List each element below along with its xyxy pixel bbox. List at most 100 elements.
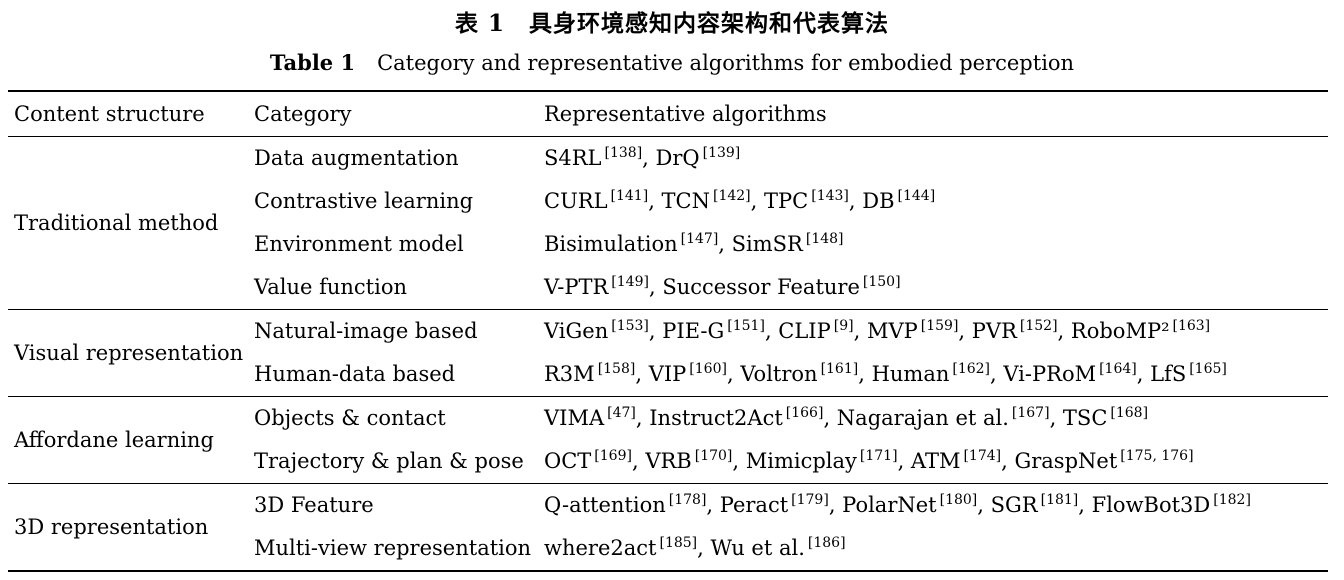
algorithm-name: Mimicplay xyxy=(745,449,857,473)
category-cell: Value function xyxy=(254,275,408,299)
citation-ref: [142] xyxy=(713,188,751,204)
citation-ref: [160] xyxy=(689,361,727,377)
content-structure-cell: Affordane learning xyxy=(14,427,214,452)
algorithm-entry: GraspNet [175, 176] xyxy=(1014,449,1193,473)
algorithm-entry: SimSR [148] xyxy=(732,232,844,256)
algorithm-entry: Q-attention [178] xyxy=(544,493,706,517)
table-group: Affordane learning Objects & contact VIMA[… xyxy=(8,397,1328,484)
algorithm-entry: VIMA [47] xyxy=(544,406,636,430)
algorithm-entry: DrQ [139] xyxy=(656,146,741,170)
citation-ref: [179] xyxy=(791,492,829,508)
citation-ref: [144] xyxy=(897,188,936,204)
algorithm-entry: MVP [159] xyxy=(867,319,958,343)
algorithm-name: VIMA xyxy=(544,406,605,430)
table-number-cn: 表 1 xyxy=(454,10,505,37)
category-cell: Trajectory & plan & pose xyxy=(254,449,524,473)
algorithm-entry: V-PTR [149] xyxy=(544,275,649,299)
citation-ref: [166] xyxy=(785,405,824,421)
citation-ref: [182] xyxy=(1213,492,1251,508)
table-row: 3D representation 3D Feature Q-attention [1… xyxy=(8,484,1328,537)
algorithm-name: FlowBot3D xyxy=(1091,493,1211,517)
citation-ref: [9] xyxy=(833,318,854,334)
table-row: Traditional method Data augmentation S4RL[… xyxy=(8,137,1328,233)
algorithm-entry: SGR [181] xyxy=(991,493,1079,517)
citation-ref: [47] xyxy=(607,405,636,421)
algorithm-entry: ViGen [153] xyxy=(544,319,649,343)
algorithms-cell: S4RL [138], DrQ [139] xyxy=(544,145,741,170)
category-cell: Data augmentation xyxy=(254,146,459,170)
algorithm-name: DB xyxy=(862,189,895,213)
table-group: 3D representation 3D Feature Q-attention [1… xyxy=(8,484,1328,571)
algorithm-name: Bisimulation xyxy=(544,232,678,256)
algorithm-name: CURL xyxy=(544,189,608,213)
citation-ref: [141] xyxy=(610,188,649,204)
algorithm-name: Nagarajan et al. xyxy=(836,406,1009,430)
algorithm-name: TSC xyxy=(1062,406,1108,430)
algorithm-entry: Wu et al. [186] xyxy=(711,536,846,560)
algorithm-name: Human xyxy=(871,362,950,386)
algorithms-cell: V-PTR [149], Successor Feature [150] xyxy=(544,274,901,299)
algorithm-name: TPC xyxy=(764,189,809,213)
algorithm-entry: VIP [160] xyxy=(649,362,727,386)
citation-ref: [147] xyxy=(680,231,719,247)
algorithms-cell: VIMA [47], Instruct2Act [166], Nagarajan e… xyxy=(544,405,1149,430)
algorithm-entry: Successor Feature [150] xyxy=(662,275,900,299)
algorithm-entry: VRB [170] xyxy=(645,449,732,473)
algorithm-name: VIP xyxy=(648,362,687,386)
algorithm-entry: PIE-G [151] xyxy=(662,319,765,343)
algorithm-name: Successor Feature xyxy=(662,275,860,299)
algorithm-name: Peract xyxy=(719,493,789,517)
algorithms-cell: Q-attention [178], Peract [179], PolarNet[… xyxy=(544,492,1251,517)
citation-ref: [170] xyxy=(694,448,733,464)
algorithm-name: R3M xyxy=(544,362,595,386)
header-row: Content structure Category Representativ… xyxy=(8,91,1328,137)
algorithm-name: MVP xyxy=(866,319,918,343)
algorithms-cell: Bisimulation [147], SimSR [148] xyxy=(544,231,844,256)
citation-ref: [150] xyxy=(862,274,901,290)
algorithm-name: PVR xyxy=(971,319,1017,343)
algorithm-name: LfS xyxy=(1150,362,1187,386)
algorithm-name: TCN xyxy=(661,189,710,213)
citation-ref: [174] xyxy=(963,448,1002,464)
citation-ref: [162] xyxy=(952,361,991,377)
algorithm-name: PolarNet xyxy=(842,493,937,517)
algorithm-name: where2act xyxy=(544,536,657,560)
algorithm-name: ATM xyxy=(910,449,961,473)
algorithm-name: SimSR xyxy=(731,232,803,256)
citation-ref: [186] xyxy=(807,535,846,551)
table-group: Visual representation Natural-image based… xyxy=(8,310,1328,397)
algorithm-entry: Vi-PRoM [164] xyxy=(1003,362,1136,386)
algorithm-name: ViGen xyxy=(544,319,609,343)
algorithm-entry: PVR [152] xyxy=(972,319,1058,343)
table-row: Multi-view representation where2act [185],… xyxy=(8,527,1328,571)
perception-table: Content structure Category Representativ… xyxy=(8,90,1328,572)
content-structure-cell: Traditional method xyxy=(14,210,219,235)
citation-ref: [171] xyxy=(859,448,898,464)
algorithm-entry: CURL [141] xyxy=(544,189,648,213)
table-row: Affordane learning Objects & contact VIMA[… xyxy=(8,397,1328,450)
algorithm-entry: Bisimulation [147] xyxy=(544,232,718,256)
algorithm-name: SGR xyxy=(990,493,1038,517)
header-content-structure: Content structure xyxy=(14,101,205,126)
algorithms-cell: R3M [158], VIP [160], Voltron [161], Human[… xyxy=(544,361,1227,386)
table-row: Environment model Bisimulation [147], SimS… xyxy=(8,223,1328,266)
category-cell: Contrastive learning xyxy=(254,189,474,213)
algorithms-cell: ViGen [153], PIE-G [151], CLIP [9], MVP [159… xyxy=(544,318,1211,343)
table-row: Value function V-PTR [149], Successor Feat… xyxy=(8,266,1328,310)
citation-ref: [153] xyxy=(611,318,649,334)
citation-ref: [151] xyxy=(727,318,765,334)
algorithm-name: S4RL xyxy=(544,146,602,170)
algorithm-name: VRB xyxy=(645,449,692,473)
table-row: Trajectory & plan & pose OCT [169], VRB [17… xyxy=(8,440,1328,484)
algorithm-name: OCT xyxy=(544,449,592,473)
table-row: Human-data based R3M [158], VIP [160], Volt… xyxy=(8,353,1328,397)
algorithm-entry: DB [144] xyxy=(862,189,935,213)
category-cell: Environment model xyxy=(254,232,464,256)
algorithm-entry: Mimicplay [171] xyxy=(746,449,898,473)
citation-ref: [180] xyxy=(939,492,978,508)
category-cell: Multi-view representation xyxy=(254,536,532,560)
table-title-cn: 表 1 具身环境感知内容架构和代表算法 xyxy=(0,4,1344,38)
algorithm-name: Q-attention xyxy=(544,493,666,517)
algorithm-name: GraspNet xyxy=(1014,449,1118,473)
content-structure-cell: 3D representation xyxy=(14,514,209,539)
